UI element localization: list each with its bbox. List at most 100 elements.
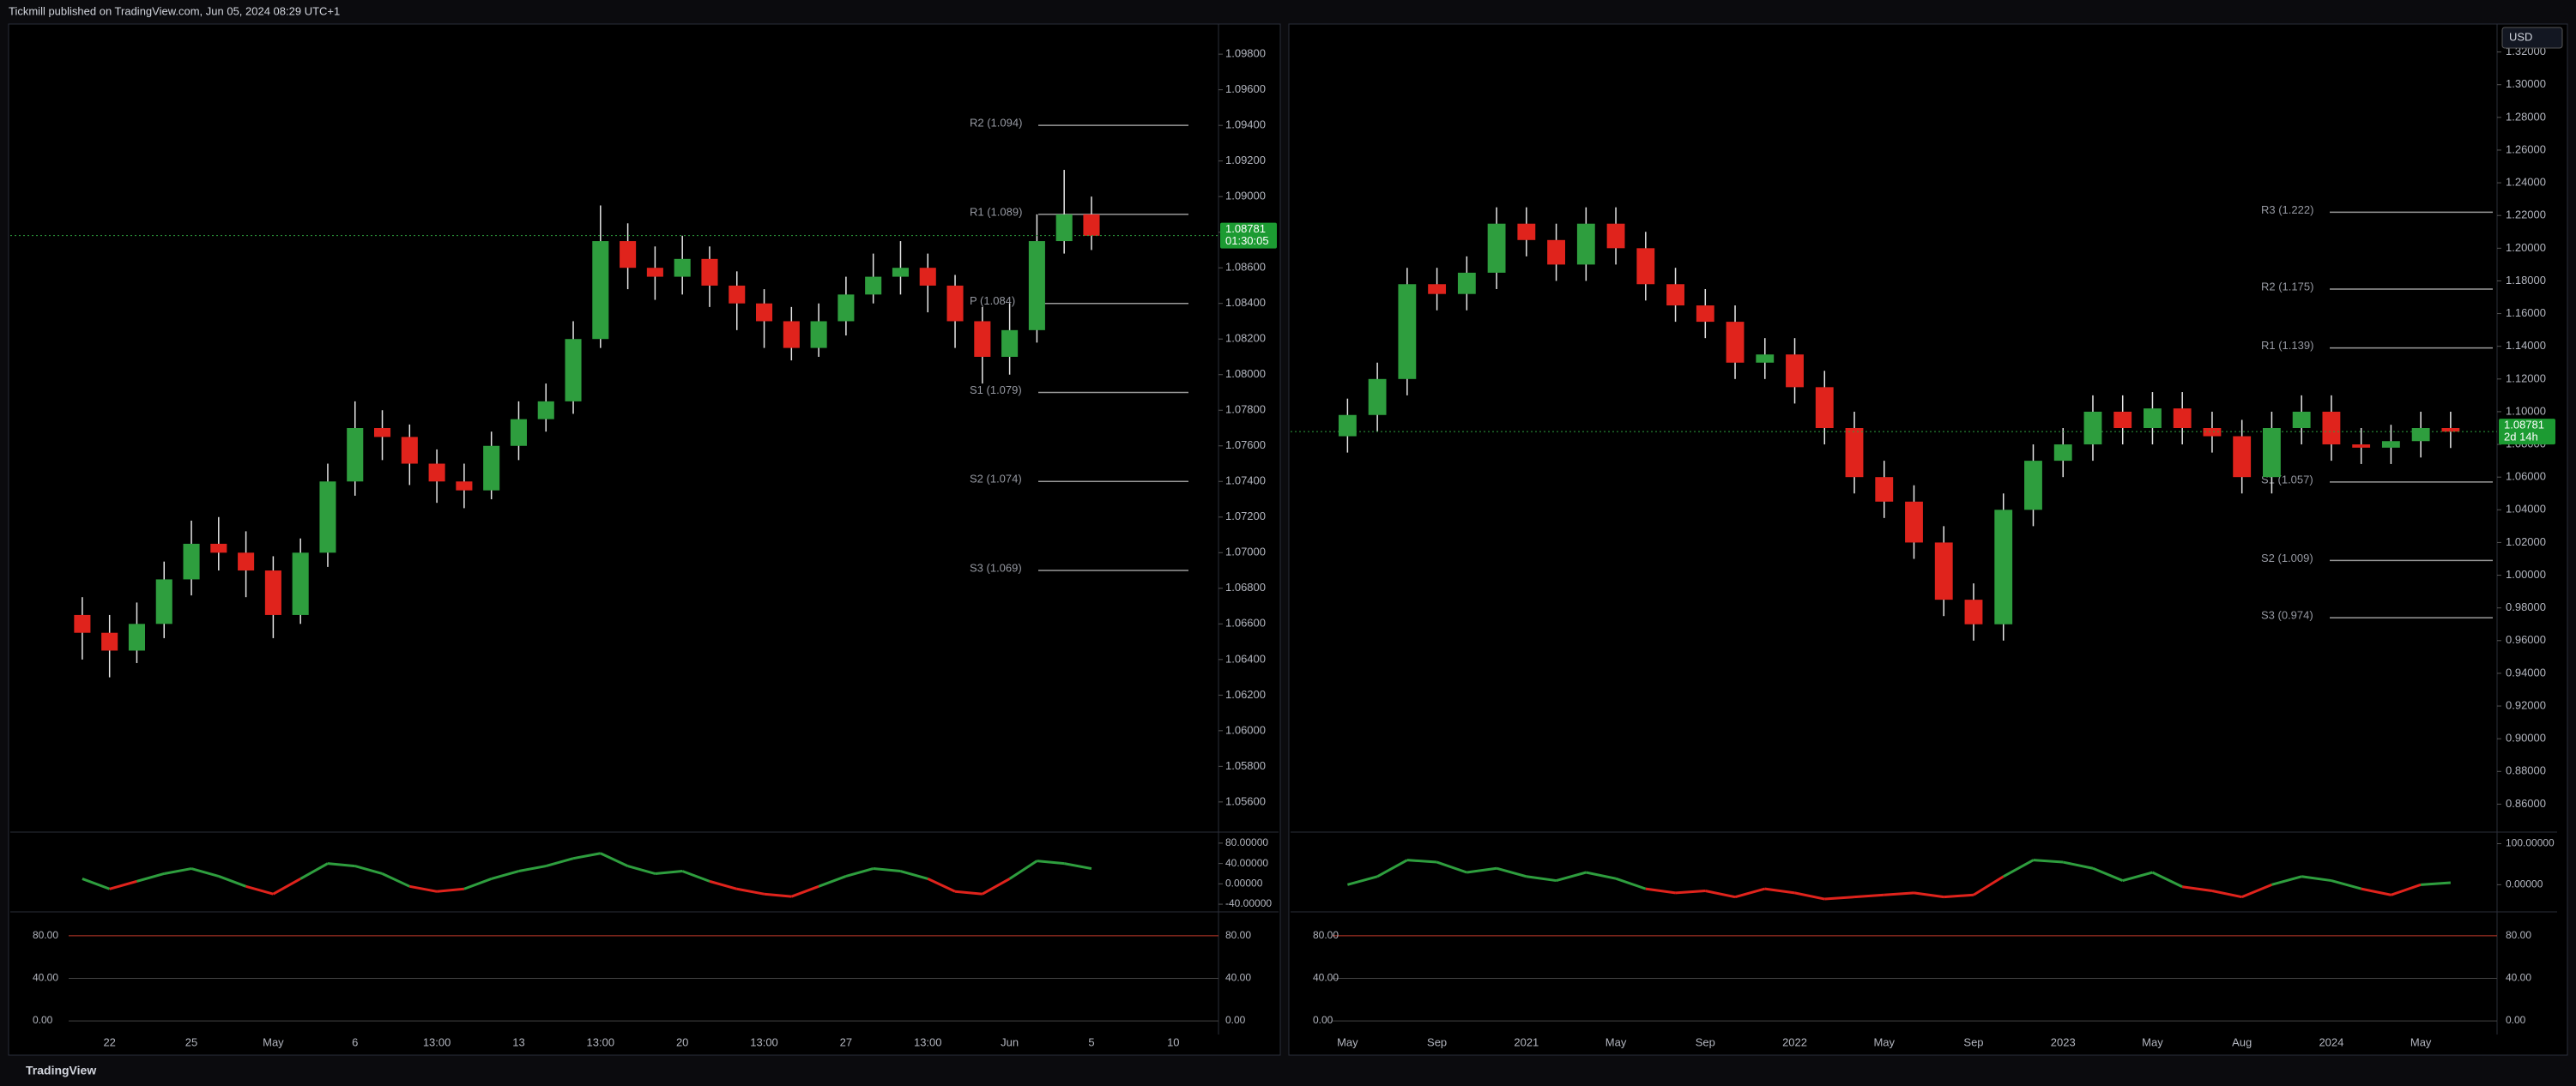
osc-tick-label: -40.00000 (1225, 897, 1272, 909)
stoch-tick-label-left: 80.00 (1313, 929, 1339, 941)
candle-body (1001, 329, 1019, 357)
candle-body (2411, 428, 2430, 442)
osc-segment (1944, 893, 1974, 899)
stoch-tick-label: 0.00 (1225, 1014, 1246, 1026)
x-tick-label: May (1337, 1035, 1358, 1048)
y-tick-label: 1.18000 (2506, 274, 2546, 287)
pivot-label: R3 (1.222) (2261, 203, 2313, 216)
osc-segment (409, 884, 438, 893)
stoch-tick-label: 80.00 (2506, 929, 2531, 941)
candle-body (1815, 387, 1834, 428)
x-tick-label: Sep (1963, 1035, 1983, 1048)
osc-segment (1496, 866, 1527, 878)
candle-body (2263, 428, 2281, 478)
candle-body (2233, 436, 2252, 478)
candle-body (264, 570, 281, 615)
x-tick-label: 10 (1167, 1035, 1179, 1048)
osc-segment (709, 879, 738, 890)
candle-body (319, 481, 336, 553)
candle-body (674, 258, 691, 277)
candle-body (1934, 542, 1953, 600)
osc-segment (927, 878, 956, 893)
y-tick-label: 1.02000 (2506, 535, 2546, 548)
x-tick-label: Jun (1001, 1035, 1019, 1048)
y-tick-label: 1.09200 (1225, 154, 1266, 166)
candle-body (1457, 272, 1476, 294)
x-tick-label: Sep (1696, 1035, 1715, 1048)
candle-body (2053, 444, 2072, 462)
price-tag-value: 1.08781 (1225, 222, 1266, 235)
pivot-label: S2 (1.009) (2261, 552, 2313, 564)
osc-segment (463, 878, 493, 890)
candle-body (2441, 428, 2460, 432)
y-tick-label: 1.06600 (1225, 617, 1266, 630)
currency-label[interactable]: USD (2509, 30, 2532, 43)
candle-body (1368, 378, 1387, 415)
stoch-tick-label-left: 40.00 (33, 972, 58, 984)
osc-segment (2361, 887, 2392, 896)
candle-body (2173, 408, 2192, 428)
candle-body (1696, 305, 1714, 323)
candle-body (1756, 354, 1775, 363)
candle-body (1576, 223, 1595, 265)
x-tick-label: 5 (1088, 1035, 1094, 1048)
osc-segment (655, 870, 683, 875)
candle-body (1055, 214, 1073, 242)
candle-body (1726, 322, 1745, 363)
candle-body (510, 419, 527, 446)
candle-body (2083, 411, 2102, 445)
candle-body (2381, 441, 2400, 448)
osc-segment (1436, 860, 1467, 874)
stoch-tick-label: 0.00 (2506, 1014, 2526, 1026)
candle-body (128, 624, 145, 651)
x-tick-label: 13:00 (914, 1035, 942, 1048)
candle-body (565, 339, 582, 401)
candle-body (1964, 600, 1983, 624)
osc-segment (1466, 866, 1497, 874)
candle-body (74, 614, 91, 633)
x-tick-label: 13:00 (587, 1035, 615, 1048)
osc-segment (1615, 877, 1647, 890)
osc-segment (1556, 871, 1587, 883)
osc-segment (518, 865, 547, 872)
x-tick-label: Sep (1427, 1035, 1447, 1048)
pivot-label: S3 (1.069) (970, 561, 1022, 574)
x-tick-label: 13 (512, 1035, 524, 1048)
currency-button[interactable] (2501, 27, 2563, 49)
pivot-label: R1 (1.089) (970, 205, 1022, 218)
candle-body (456, 481, 473, 491)
candle-body (1666, 284, 1684, 306)
pivot-label: P (1.084) (970, 294, 1015, 307)
osc-segment (1406, 859, 1437, 864)
x-tick-label: 25 (185, 1035, 197, 1048)
y-tick-label: 0.88000 (2506, 764, 2546, 777)
osc-segment (1853, 893, 1884, 899)
candle-body (1338, 414, 1357, 437)
osc-segment (2271, 875, 2302, 886)
candle-body (1428, 284, 1447, 294)
osc-segment (736, 887, 765, 896)
osc-segment (272, 878, 301, 896)
osc-segment (2062, 860, 2094, 870)
y-tick-label: 1.06000 (2506, 470, 2546, 483)
candle-body (974, 321, 991, 357)
pivot-label: S2 (1.074) (970, 473, 1022, 486)
osc-segment (2122, 871, 2153, 883)
candle-body (865, 276, 882, 295)
osc-segment (845, 867, 874, 878)
x-tick-label: 13:00 (423, 1035, 451, 1048)
osc-segment (2092, 866, 2124, 882)
y-tick-label: 1.12000 (2506, 371, 2546, 384)
osc-segment (327, 862, 355, 868)
osc-segment (1037, 860, 1065, 866)
pivot-label: R2 (1.094) (970, 117, 1022, 130)
osc-segment (2331, 879, 2362, 890)
price-tag (1220, 222, 1277, 249)
candle-body (892, 268, 909, 277)
y-tick-label: 1.09600 (1225, 82, 1266, 95)
x-tick-label: 20 (676, 1035, 688, 1048)
candle-body (1786, 354, 1804, 388)
candle-body (210, 543, 227, 553)
candle-body (1517, 223, 1536, 240)
